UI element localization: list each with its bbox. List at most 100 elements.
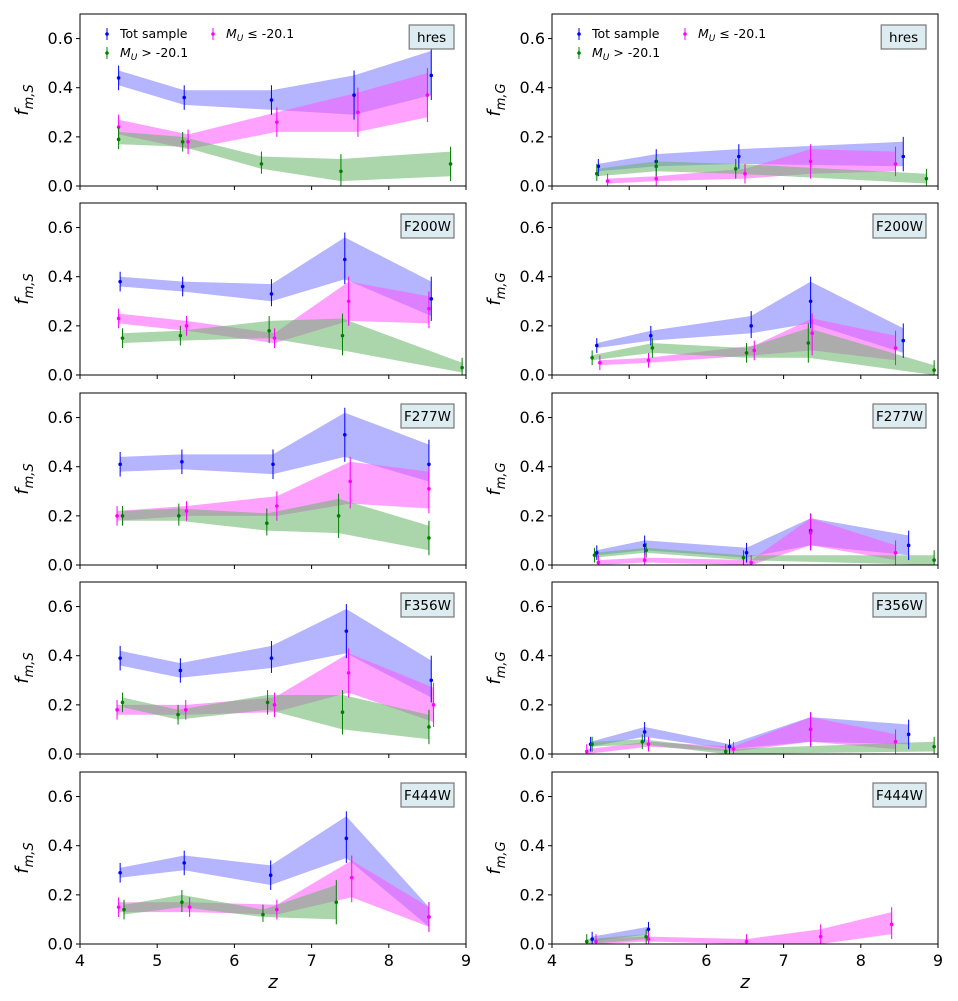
point-blue — [427, 462, 431, 467]
axes-frame — [79, 13, 467, 187]
point-green — [932, 368, 936, 372]
point-blue — [429, 297, 434, 301]
band-green — [122, 695, 429, 740]
point-green — [261, 912, 265, 917]
x-axis-label: z — [739, 972, 750, 993]
band-magenta — [117, 653, 434, 723]
legend: Tot sample MU ≤ -20.1 MU > -20.1 — [105, 26, 294, 63]
point-magenta — [427, 306, 431, 311]
legend-dot-magenta — [683, 32, 687, 36]
y-tick-label: 0.2 — [48, 316, 73, 335]
legend: Tot sample MU ≤ -20.1 MU > -20.1 — [577, 26, 766, 63]
band-magenta — [598, 518, 896, 565]
panel-title: F200W — [876, 219, 923, 235]
point-green — [265, 521, 269, 526]
point-blue — [182, 95, 187, 100]
point-blue — [118, 279, 122, 284]
band-magenta — [118, 281, 429, 344]
band-green — [122, 318, 463, 373]
plot-area — [594, 136, 929, 186]
point-blue — [118, 870, 122, 875]
y-tick-label: 0.4 — [520, 836, 545, 855]
point-magenta — [116, 316, 121, 321]
y-tick-label: 0.0 — [48, 745, 73, 764]
point-blue — [342, 257, 347, 262]
band-green — [124, 885, 337, 920]
plot-area — [590, 276, 936, 375]
y-tick-label: 0.0 — [520, 935, 545, 954]
panel-title-box — [880, 24, 927, 50]
panel-title: F200W — [404, 219, 451, 235]
y-axis-label: fm,G — [484, 462, 509, 495]
point-green — [120, 514, 125, 518]
point-blue — [429, 73, 434, 78]
panel-title: F277W — [876, 409, 923, 425]
band-magenta — [599, 318, 896, 366]
y-tick-label: 0.6 — [520, 597, 545, 616]
axes-frame — [551, 392, 939, 566]
point-green — [650, 346, 655, 350]
point-blue — [344, 629, 349, 633]
plot-area — [592, 513, 936, 565]
point-blue — [180, 284, 185, 289]
point-blue — [649, 333, 653, 338]
band-magenta — [596, 912, 892, 944]
point-blue — [727, 744, 732, 749]
point-blue — [180, 460, 184, 464]
x-tick-label: 4 — [547, 951, 557, 970]
y-tick-label: 0.4 — [520, 78, 545, 97]
point-magenta — [743, 171, 747, 176]
point-blue — [596, 164, 601, 169]
point-green — [340, 333, 345, 338]
point-green — [448, 162, 453, 166]
y-tick-label: 0.4 — [48, 267, 73, 286]
point-magenta — [349, 875, 354, 880]
legend-label-magenta: MU ≤ -20.1 — [698, 26, 766, 44]
band-blue — [596, 281, 904, 353]
point-magenta — [116, 905, 121, 909]
panel-title-box — [872, 403, 927, 429]
point-green — [180, 900, 184, 905]
point-green — [177, 514, 181, 518]
panel-title: hres — [417, 30, 446, 46]
panel-title-box — [872, 213, 927, 239]
point-magenta — [818, 934, 823, 939]
point-magenta — [186, 139, 190, 144]
point-green — [640, 739, 645, 744]
point-magenta — [348, 479, 353, 484]
y-axis-label: fm,G — [484, 841, 509, 874]
point-green — [741, 555, 746, 560]
point-blue — [901, 154, 906, 159]
band-blue — [120, 609, 432, 698]
legend-label-green: MU > -20.1 — [592, 45, 660, 63]
axes-frame — [79, 581, 467, 755]
point-magenta — [749, 560, 753, 565]
y-axis-label: fm,G — [484, 651, 509, 684]
y-tick-label: 0.6 — [520, 218, 545, 237]
x-tick-label: 5 — [152, 951, 162, 970]
point-green — [267, 328, 271, 333]
svg-text:fm,G: fm,G — [484, 272, 509, 305]
y-axis-label: fm,S — [12, 84, 37, 115]
panel-title: hres — [889, 30, 918, 46]
axes-frame — [551, 771, 939, 945]
point-blue — [118, 462, 122, 467]
y-tick-label: 0.6 — [48, 408, 73, 427]
panel-f444w-right: 0.0 0.2 0.4 0.6 4 5 6 7 8 9 fm,G z F444W — [484, 771, 943, 993]
point-green — [644, 548, 648, 553]
point-magenta — [808, 531, 813, 535]
point-magenta — [184, 324, 189, 328]
axes-frame — [79, 771, 467, 945]
point-magenta — [893, 550, 898, 555]
y-tick-label: 0.2 — [48, 127, 73, 146]
y-tick-label: 0.4 — [48, 78, 73, 97]
y-axis-label: fm,S — [12, 463, 37, 494]
point-magenta — [808, 159, 813, 164]
point-magenta — [272, 703, 277, 707]
point-magenta — [654, 176, 659, 181]
y-tick-label: 0.6 — [48, 29, 73, 48]
y-axis-label: fm,G — [484, 83, 509, 116]
band-green — [592, 328, 935, 375]
point-blue — [178, 668, 183, 673]
panel-title-box — [408, 24, 455, 50]
